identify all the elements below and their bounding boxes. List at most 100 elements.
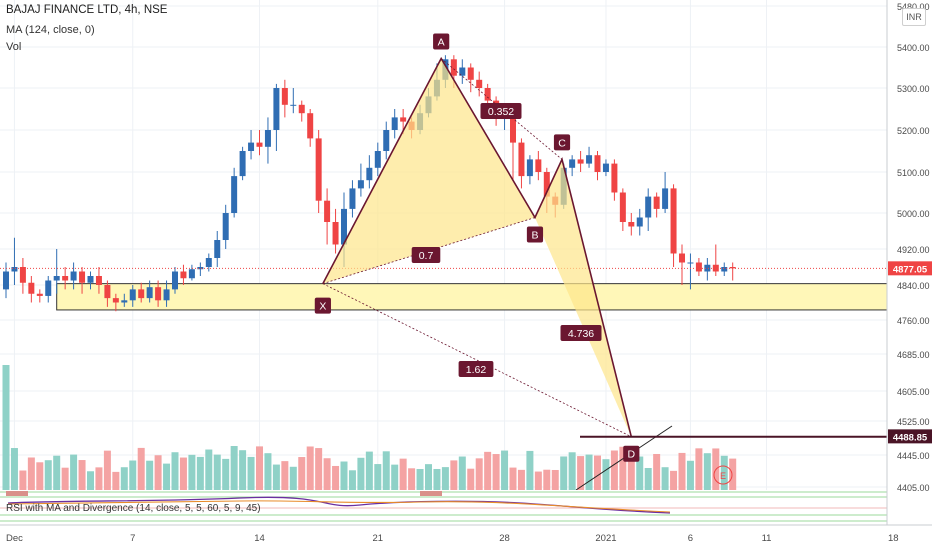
ratio-line-xb [322, 217, 536, 285]
rsi-indicator-label[interactable]: RSI with MA and Divergence (14, close, 5… [6, 503, 261, 514]
event-marker-label: E [720, 471, 726, 481]
candle-body [62, 276, 69, 281]
last-price-badge: 4877.05 [893, 264, 928, 275]
symbol-title[interactable]: BAJAJ FINANCE LTD, 4h, NSE [6, 4, 168, 16]
point-label-b: B [531, 230, 538, 242]
time-tick-label: Dec [6, 533, 23, 544]
candle-body [239, 151, 246, 177]
volume-bar [112, 471, 120, 490]
volume-bar [526, 450, 534, 490]
point-label-a-bg [433, 33, 450, 50]
candle-body [315, 138, 322, 201]
candle-body [374, 151, 381, 168]
candle-body [450, 59, 457, 76]
price-tick-label: 5200.00 [897, 126, 930, 136]
candle-body [721, 267, 728, 272]
volume-bar [103, 450, 111, 490]
volume-bar [78, 460, 86, 490]
ratio-label-0352-bg [480, 103, 522, 119]
candle-body [273, 88, 280, 130]
time-axis[interactable]: Dec714212820216111825Feb [0, 524, 932, 544]
volume-bar [205, 449, 213, 490]
volume-bar [61, 467, 69, 490]
volume-indicator-label[interactable]: Vol [6, 41, 22, 53]
candle-body [264, 130, 271, 147]
candle-body [95, 276, 102, 285]
candle-body [653, 196, 660, 209]
volume-bar [703, 453, 711, 490]
volume-bar [450, 460, 458, 490]
point-label-x-bg [314, 297, 331, 314]
candle-body [231, 176, 238, 213]
point-label-b-bg [526, 226, 544, 243]
volume-bar [627, 450, 635, 490]
price-tick-label: 4405.00 [897, 483, 930, 493]
candle-body [45, 280, 52, 296]
pattern-legs [322, 56, 633, 437]
price-badges: 4877.05 4488.85 [888, 261, 932, 444]
candle-body [602, 163, 609, 172]
volume-bar [568, 452, 576, 490]
volume-bar [196, 456, 204, 490]
time-tick-label: 21 [373, 533, 384, 544]
candle-body [476, 79, 483, 88]
candle-body [129, 289, 136, 301]
volume-bar [399, 458, 407, 490]
price-tick-label: 4445.00 [897, 451, 930, 461]
candle-body [197, 267, 204, 270]
candle-body [459, 67, 466, 76]
volume-bar [163, 463, 171, 490]
candle-body [695, 262, 702, 272]
candle-body [662, 188, 669, 209]
candle-body [36, 293, 43, 296]
volume-bar [70, 454, 78, 490]
candle-body [543, 172, 550, 197]
volume-bar [213, 454, 221, 490]
volume-bar [222, 458, 230, 490]
volume-bar [171, 452, 179, 490]
ma-indicator-label[interactable]: MA (124, close, 0) [6, 24, 95, 36]
ratio-label-162: 1.62 [466, 364, 487, 376]
volume-bar [644, 467, 652, 490]
volume-bar [467, 468, 475, 490]
volume-bar [425, 464, 432, 490]
volume-bar [484, 451, 492, 490]
volume-bar [256, 446, 263, 490]
volume-bar [543, 469, 551, 490]
candle-body [518, 142, 525, 177]
time-tick-label: 18 [888, 533, 899, 544]
price-tick-label: 5480.00 [897, 2, 930, 12]
price-tick-label: 4920.00 [897, 245, 930, 255]
volume-bar [27, 457, 35, 490]
point-label-a: A [438, 36, 445, 48]
volume-bar [374, 464, 382, 490]
candle-body [3, 271, 9, 290]
volume-bar [247, 456, 255, 490]
point-label-x: X [319, 301, 326, 313]
candle-body [155, 287, 162, 301]
volume-bar [610, 450, 618, 490]
point-label-c: C [558, 137, 566, 149]
volume-bar [357, 457, 365, 490]
volume-bar [720, 455, 728, 490]
volume-bar [53, 455, 61, 490]
volume-bar [281, 461, 289, 490]
candle-body [628, 222, 635, 227]
candle-body [180, 271, 187, 279]
volume-bar [501, 450, 509, 490]
volume-bar [433, 468, 441, 490]
time-tick-label: 7 [130, 533, 135, 544]
candle-body [569, 159, 576, 168]
volume-bar [560, 456, 568, 490]
pattern-triangle-xab [322, 58, 535, 284]
currency-button[interactable]: INR [902, 8, 926, 26]
volume-bar [348, 470, 356, 490]
candle-body [205, 258, 212, 267]
candle-body [712, 264, 719, 272]
time-tick-label: 14 [254, 533, 265, 544]
volume-bar [2, 365, 10, 490]
candle-body [298, 104, 305, 114]
price-tick-label: 5100.00 [897, 168, 930, 178]
volume-bar [264, 453, 272, 490]
